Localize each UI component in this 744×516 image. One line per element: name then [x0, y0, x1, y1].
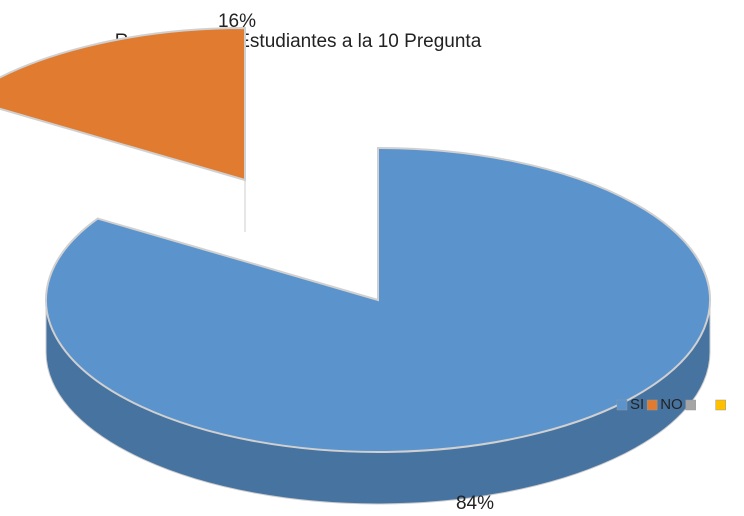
slice-group	[45, 146, 711, 505]
legend-label: NO	[660, 396, 683, 413]
slice	[45, 146, 711, 453]
legend-swatch	[715, 399, 726, 411]
data-label: 16%	[218, 11, 256, 32]
data-label: 84%	[456, 493, 494, 514]
slice-group	[0, 26, 246, 232]
legend-swatch	[616, 399, 628, 411]
legend-label: SI	[630, 396, 644, 413]
legend-swatch	[685, 399, 696, 411]
slice	[0, 26, 246, 182]
legend-swatch	[646, 399, 658, 411]
